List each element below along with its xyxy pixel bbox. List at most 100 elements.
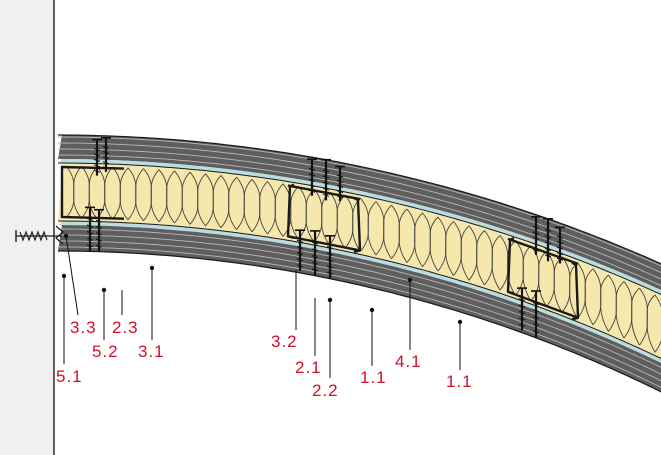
screw-thread [102,156,110,160]
screw-thread [544,235,552,239]
screw-thread [544,254,552,258]
inner-board-seam [58,246,661,388]
insulation-loop [623,281,640,346]
inner-board-seam [58,234,661,375]
screw-thread [308,173,316,177]
callout-1-1-inner: 1.1 [360,368,387,387]
inner-board-seam [58,228,661,368]
screw-thread [93,148,101,152]
leader-5-1-dot [61,273,67,279]
screw-thread [296,239,304,243]
callout-3-1: 3.1 [138,342,165,361]
screw-thread [102,166,110,170]
screw-thread [311,241,319,245]
inner-board-layers [58,225,661,392]
screw-thread [322,169,330,173]
insulation-loop [406,208,423,267]
insulation-loop [577,262,594,326]
screw-thread [311,261,319,265]
screw-thread [532,248,540,252]
screw-thread [556,252,564,256]
insulation-loop [96,166,113,220]
screw-thread [308,178,316,182]
screw-thread [556,241,564,245]
screw-thread [326,265,334,269]
insulation-loop [546,250,563,313]
screw-thread [518,323,526,327]
screw-thread [296,252,304,256]
insulation-loop [344,194,361,252]
screw-thread [336,174,344,178]
screw-thread [326,252,334,256]
screw-thread [518,317,526,321]
leader-3-1-dot [149,265,155,271]
screw-thread [296,264,304,268]
insulation-loop [112,166,129,221]
screw-thread [518,304,526,308]
screw-thread [296,258,304,262]
callout-2-2: 2.2 [312,381,339,400]
insulation-loop [220,175,237,230]
callout-5-2: 5.2 [92,342,119,361]
leader-4-1-dot [407,277,413,283]
screw-thread [311,268,319,272]
insulation-loop [158,169,175,224]
screw-thread [95,238,103,242]
screw-thread [86,217,94,221]
screw-thread [86,244,94,248]
screw-thread [532,309,540,313]
screw-thread [311,248,319,252]
inner-surface-line [58,250,661,393]
screw-thread [518,298,526,302]
screw-thread [544,241,552,245]
insulation-loop [329,191,346,249]
screw-thread [95,226,103,229]
leader-1-1-inner-dot [369,307,375,313]
screw-thread [518,311,526,314]
insulation-loop [592,268,609,332]
callout-5-1: 5.1 [56,367,83,386]
screw-thread [532,237,540,241]
drywall-screws [85,137,565,338]
insulation-loop [65,165,82,219]
screw-thread [102,151,110,154]
screw-thread [336,179,344,183]
insulation-loop [298,186,315,243]
insulation-loop [205,173,222,228]
screw-thread [322,187,330,191]
screw-thread [102,145,110,149]
insulation-loop [515,240,532,302]
insulation-loop [251,179,268,235]
callout-3-2: 3.2 [271,332,298,351]
masonry-wall [0,0,54,455]
insulation-loop [375,201,392,259]
insulation-loop [282,183,299,240]
callout-4-1: 4.1 [395,352,422,371]
screw-thread [95,232,103,236]
screw-thread [326,271,334,275]
insulation-loop [654,339,661,353]
screw-thread [556,235,564,239]
screw-thread [86,237,94,241]
stud-profile-middle [286,183,362,254]
insulation-loop [437,216,454,276]
screw-thread [532,323,540,327]
insulation-loop [639,287,656,353]
screw-thread [532,225,540,229]
screw-thread [326,258,334,262]
insulation-loop [468,225,485,286]
insulation-loop [236,176,253,233]
outer-surface-line [58,134,661,265]
screw-thread [308,167,316,171]
outer-board-seam [58,154,661,287]
screw-thread [532,242,540,246]
screw-thread [322,181,330,185]
insulation-loop [391,204,408,263]
screw-thread [532,302,540,306]
screw-thread [556,257,564,261]
stud-profile-right [506,236,580,321]
callout-2-3: 2.3 [112,318,139,337]
screw-thread [336,185,344,188]
callout-labels: 5.1 3.3 5.2 2.3 3.1 3.2 2.1 2.2 1.1 4.1 … [56,318,472,400]
screw-thread [93,153,101,157]
